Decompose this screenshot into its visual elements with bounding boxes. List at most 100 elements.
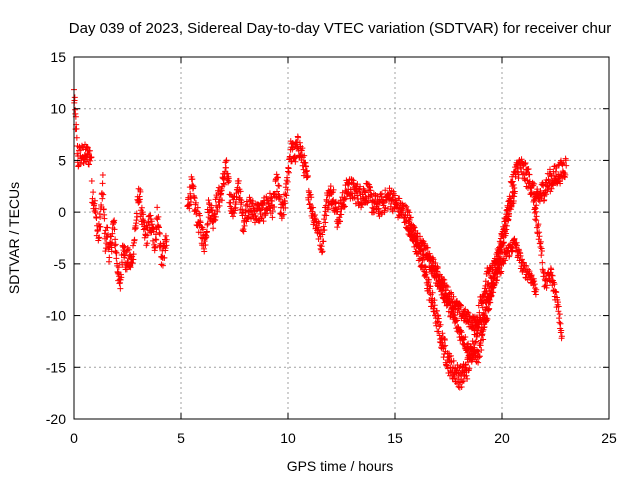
data-point bbox=[322, 219, 329, 226]
data-point bbox=[492, 266, 499, 273]
data-point bbox=[458, 384, 465, 391]
data-point bbox=[462, 333, 469, 340]
data-point bbox=[98, 190, 105, 197]
data-point bbox=[321, 226, 328, 233]
data-point bbox=[223, 157, 230, 164]
plot-frame bbox=[73, 56, 610, 420]
data-point bbox=[489, 279, 496, 286]
data-point bbox=[433, 322, 440, 329]
data-point bbox=[130, 242, 137, 249]
data-point bbox=[497, 247, 504, 254]
y-tick-label: -15 bbox=[46, 359, 66, 375]
data-point bbox=[271, 204, 278, 211]
data-point bbox=[127, 264, 134, 271]
axis-ticks: 0 5 10 15 20 25 -20 -15 -10 -5 0 5 10 15 bbox=[46, 49, 617, 446]
data-point bbox=[135, 185, 142, 192]
data-point bbox=[535, 221, 542, 228]
data-point bbox=[532, 216, 539, 223]
data-point bbox=[458, 329, 465, 336]
data-point bbox=[543, 191, 550, 198]
data-point bbox=[205, 197, 212, 204]
data-point bbox=[525, 166, 532, 173]
data-point bbox=[509, 178, 516, 185]
data-point bbox=[531, 180, 538, 187]
data-point bbox=[558, 333, 565, 340]
data-point bbox=[562, 157, 569, 164]
data-point bbox=[446, 299, 453, 306]
data-point bbox=[276, 183, 283, 190]
data-point bbox=[277, 210, 284, 217]
data-point bbox=[305, 196, 312, 203]
data-point bbox=[132, 225, 139, 232]
data-point bbox=[216, 202, 223, 209]
data-point bbox=[314, 224, 321, 231]
data-point bbox=[129, 260, 136, 267]
data-point bbox=[501, 227, 508, 234]
data-point bbox=[104, 224, 111, 231]
data-point bbox=[126, 263, 133, 270]
data-point bbox=[478, 347, 485, 354]
data-point bbox=[134, 213, 141, 220]
data-point bbox=[299, 145, 306, 152]
data-point bbox=[484, 316, 491, 323]
data-point bbox=[99, 195, 106, 202]
data-point bbox=[136, 196, 143, 203]
data-point bbox=[133, 217, 140, 224]
data-point bbox=[112, 236, 119, 243]
data-point bbox=[243, 218, 250, 225]
data-point bbox=[464, 308, 471, 315]
data-point bbox=[269, 197, 276, 204]
data-point bbox=[284, 174, 291, 181]
data-point bbox=[212, 216, 219, 223]
data-point bbox=[237, 188, 244, 195]
data-points bbox=[71, 86, 570, 391]
data-point bbox=[308, 194, 315, 201]
grid-lines bbox=[74, 57, 609, 419]
data-point bbox=[435, 328, 442, 335]
data-point bbox=[146, 222, 153, 229]
data-point bbox=[551, 281, 558, 288]
data-point bbox=[109, 239, 116, 246]
data-point bbox=[473, 358, 480, 365]
data-point bbox=[156, 230, 163, 237]
data-point bbox=[440, 276, 447, 283]
data-point bbox=[526, 171, 533, 178]
data-point bbox=[108, 233, 115, 240]
data-point bbox=[77, 161, 84, 168]
data-point bbox=[366, 184, 373, 191]
data-point bbox=[473, 333, 480, 340]
data-point bbox=[106, 254, 113, 261]
data-point bbox=[285, 169, 292, 176]
data-point bbox=[425, 276, 432, 283]
data-point bbox=[420, 238, 427, 245]
data-point bbox=[109, 230, 116, 237]
data-point bbox=[406, 209, 413, 216]
data-point bbox=[191, 194, 198, 201]
data-point bbox=[509, 245, 516, 252]
data-point bbox=[249, 197, 256, 204]
data-point bbox=[451, 312, 458, 319]
data-point bbox=[338, 211, 345, 218]
data-point bbox=[117, 285, 124, 292]
data-point bbox=[90, 189, 97, 196]
data-point bbox=[85, 161, 92, 168]
data-point bbox=[140, 211, 147, 218]
data-point bbox=[152, 231, 159, 238]
data-point bbox=[439, 330, 446, 337]
data-point bbox=[431, 302, 438, 309]
data-point bbox=[273, 188, 280, 195]
data-point bbox=[407, 214, 414, 221]
data-point bbox=[522, 159, 529, 166]
data-point bbox=[233, 198, 240, 205]
data-point bbox=[548, 266, 555, 273]
data-point bbox=[144, 240, 151, 247]
data-point bbox=[113, 255, 120, 262]
data-point bbox=[437, 321, 444, 328]
data-point bbox=[442, 342, 449, 349]
data-point bbox=[86, 147, 93, 154]
data-point bbox=[227, 199, 234, 206]
data-point bbox=[163, 242, 170, 249]
data-point bbox=[111, 217, 118, 224]
data-point bbox=[88, 154, 95, 161]
data-point bbox=[334, 208, 341, 215]
